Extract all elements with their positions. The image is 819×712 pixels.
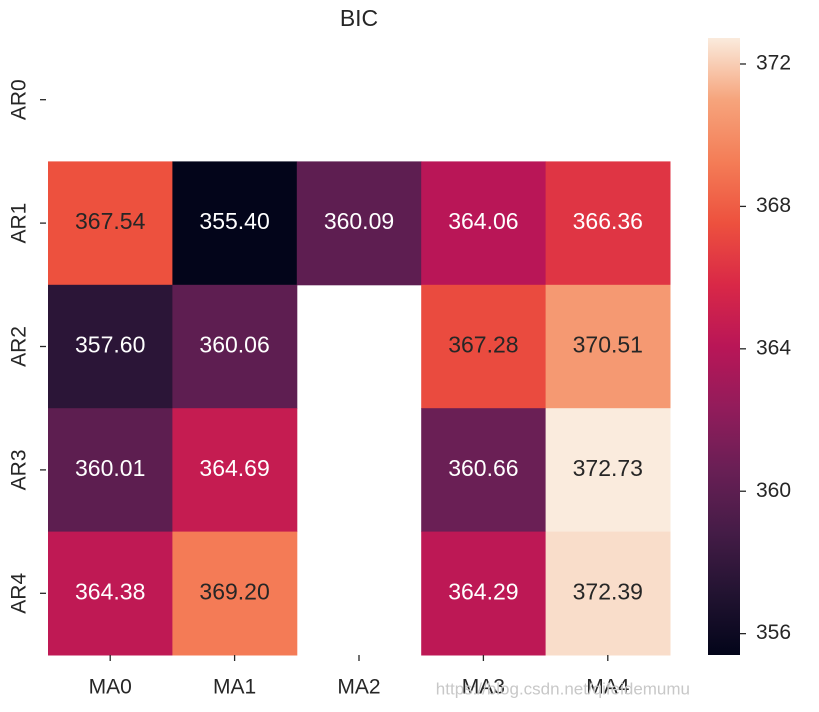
- cell-label: 364.69: [199, 455, 269, 481]
- cell-label: 357.60: [75, 332, 145, 358]
- colorbar: [708, 38, 740, 655]
- y-tick-label: AR0: [8, 79, 31, 120]
- watermark: https://blog.csdn.net/qifeidemumu: [436, 679, 690, 698]
- cell-label: 372.39: [573, 578, 643, 604]
- heatmap-cell: [421, 531, 547, 656]
- cell-label: 360.09: [324, 208, 394, 234]
- heatmap-cell: [48, 408, 173, 533]
- heatmap-cell: [421, 284, 547, 409]
- x-tick-label: MA1: [213, 676, 256, 699]
- colorbar-tick-label: 372: [756, 52, 791, 75]
- cell-label: 367.54: [75, 208, 146, 234]
- cell-label: 360.66: [448, 455, 518, 481]
- cell-label: 364.38: [75, 578, 145, 604]
- cell-label: 369.20: [199, 578, 269, 604]
- y-tick-label: AR3: [8, 449, 31, 490]
- y-tick-label: AR1: [8, 203, 31, 244]
- heatmap-cell: [421, 408, 547, 533]
- heatmap-cell: [172, 531, 298, 656]
- y-tick-label: AR4: [8, 573, 31, 614]
- heatmap-cell: [48, 161, 173, 286]
- heatmap-cell: [48, 531, 173, 656]
- y-tick-label: AR2: [8, 326, 31, 367]
- x-tick-label: MA4: [586, 676, 630, 699]
- chart-title: BIC: [340, 5, 378, 31]
- heatmap-cell: [545, 161, 671, 286]
- colorbar-tick-label: 360: [756, 479, 791, 502]
- cell-label: 366.36: [573, 208, 643, 234]
- heatmap-cell: [172, 408, 298, 533]
- heatmap-cell: [172, 161, 298, 286]
- cell-label: 372.73: [573, 455, 643, 481]
- heatmap-cell: [48, 284, 173, 409]
- cell-label: 355.40: [199, 208, 269, 234]
- heatmap-cell: [421, 161, 547, 286]
- heatmap-cell: [545, 284, 671, 409]
- colorbar-tick-label: 368: [756, 194, 791, 217]
- cell-label: 364.06: [448, 208, 518, 234]
- cell-label: 364.29: [448, 578, 518, 604]
- x-tick-label: MA0: [89, 676, 132, 699]
- heatmap-cell: [296, 161, 422, 286]
- cell-label: 367.28: [448, 332, 518, 358]
- x-tick-label: MA2: [337, 676, 380, 699]
- colorbar-tick-label: 364: [756, 336, 791, 359]
- x-tick-label: MA3: [462, 676, 505, 699]
- cell-label: 360.06: [199, 332, 269, 358]
- colorbar-tick-label: 356: [756, 621, 791, 644]
- heatmap-cell: [172, 284, 298, 409]
- heatmap-cell: [545, 531, 671, 656]
- heatmap-cell: [545, 408, 671, 533]
- cell-label: 360.01: [75, 455, 145, 481]
- cell-label: 370.51: [573, 332, 643, 358]
